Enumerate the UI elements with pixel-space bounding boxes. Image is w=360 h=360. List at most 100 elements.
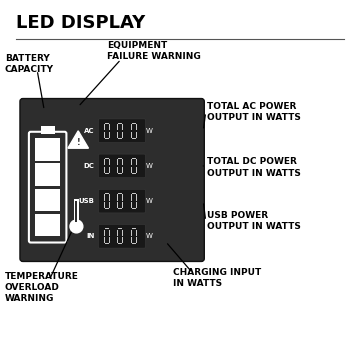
Text: LED DISPLAY: LED DISPLAY bbox=[16, 14, 145, 32]
Bar bbox=[117, 167, 118, 173]
Bar bbox=[118, 193, 122, 194]
Bar bbox=[122, 230, 123, 236]
Bar bbox=[122, 202, 123, 208]
Bar bbox=[109, 237, 110, 243]
Text: !: ! bbox=[76, 139, 80, 148]
Bar bbox=[132, 228, 135, 229]
Bar bbox=[117, 202, 118, 208]
Bar bbox=[135, 132, 136, 138]
Bar bbox=[118, 138, 122, 139]
Polygon shape bbox=[68, 131, 89, 148]
Bar bbox=[117, 124, 118, 130]
Bar bbox=[117, 237, 118, 243]
Bar bbox=[132, 193, 135, 194]
FancyBboxPatch shape bbox=[99, 154, 145, 178]
Bar bbox=[109, 124, 110, 130]
Bar bbox=[109, 194, 110, 201]
Bar bbox=[135, 159, 136, 165]
Bar bbox=[104, 167, 105, 173]
Bar bbox=[105, 193, 109, 194]
Text: EQUIPMENT
FAILURE WARNING: EQUIPMENT FAILURE WARNING bbox=[107, 41, 201, 61]
Bar bbox=[105, 173, 109, 174]
Bar bbox=[117, 159, 118, 165]
Bar bbox=[122, 159, 123, 165]
Bar bbox=[131, 230, 132, 236]
Bar bbox=[135, 202, 136, 208]
Bar bbox=[118, 208, 122, 209]
Bar bbox=[105, 208, 109, 209]
Bar bbox=[117, 132, 118, 138]
Bar bbox=[122, 132, 123, 138]
Bar bbox=[131, 159, 132, 165]
Bar bbox=[105, 228, 109, 229]
Bar bbox=[105, 243, 109, 244]
Bar bbox=[104, 132, 105, 138]
Bar bbox=[104, 230, 105, 236]
Bar bbox=[135, 167, 136, 173]
Bar bbox=[35, 138, 60, 161]
Bar bbox=[109, 167, 110, 173]
Bar bbox=[131, 124, 132, 130]
Bar bbox=[122, 194, 123, 201]
Text: IN: IN bbox=[86, 233, 94, 239]
Bar bbox=[105, 122, 109, 123]
Bar bbox=[74, 199, 78, 222]
Bar bbox=[122, 237, 123, 243]
Bar bbox=[118, 173, 122, 174]
Bar bbox=[104, 159, 105, 165]
Bar bbox=[131, 202, 132, 208]
Text: USB POWER
OUTPUT IN WATTS: USB POWER OUTPUT IN WATTS bbox=[207, 211, 301, 231]
Bar bbox=[104, 237, 105, 243]
Bar bbox=[118, 243, 122, 244]
Bar bbox=[35, 163, 60, 186]
Bar bbox=[131, 237, 132, 243]
Bar bbox=[104, 194, 105, 201]
Bar bbox=[122, 124, 123, 130]
Bar bbox=[104, 202, 105, 208]
Text: BATTERY
CAPACITY: BATTERY CAPACITY bbox=[5, 54, 54, 74]
Bar bbox=[117, 230, 118, 236]
Bar bbox=[132, 243, 135, 244]
Bar bbox=[118, 158, 122, 159]
Text: W: W bbox=[146, 163, 153, 169]
FancyBboxPatch shape bbox=[99, 225, 145, 248]
Bar bbox=[132, 122, 135, 123]
Text: W: W bbox=[146, 198, 153, 204]
Bar bbox=[35, 189, 60, 211]
Bar bbox=[105, 138, 109, 139]
Text: CHARGING INPUT
IN WATTS: CHARGING INPUT IN WATTS bbox=[173, 268, 261, 288]
Bar bbox=[35, 214, 60, 236]
Text: DC: DC bbox=[84, 163, 94, 169]
FancyBboxPatch shape bbox=[99, 119, 145, 143]
Bar bbox=[135, 237, 136, 243]
Bar bbox=[118, 122, 122, 123]
Bar bbox=[131, 132, 132, 138]
FancyBboxPatch shape bbox=[99, 189, 145, 213]
Bar bbox=[109, 230, 110, 236]
Bar bbox=[132, 173, 135, 174]
Text: TEMPERATURE
OVERLOAD
WARNING: TEMPERATURE OVERLOAD WARNING bbox=[5, 271, 79, 303]
Text: AC: AC bbox=[84, 128, 94, 134]
Bar bbox=[131, 167, 132, 173]
Bar bbox=[105, 158, 109, 159]
Circle shape bbox=[70, 220, 83, 233]
Text: USB: USB bbox=[78, 198, 94, 204]
Text: TOTAL DC POWER
OUTPUT IN WATTS: TOTAL DC POWER OUTPUT IN WATTS bbox=[207, 157, 301, 177]
Bar bbox=[109, 159, 110, 165]
Bar bbox=[109, 132, 110, 138]
Bar bbox=[122, 167, 123, 173]
Bar bbox=[132, 138, 135, 139]
Text: W: W bbox=[146, 233, 153, 239]
Bar bbox=[109, 202, 110, 208]
Bar bbox=[41, 126, 55, 134]
Bar bbox=[104, 124, 105, 130]
Bar bbox=[132, 208, 135, 209]
Text: TOTAL AC POWER
OUTPUT IN WATTS: TOTAL AC POWER OUTPUT IN WATTS bbox=[207, 102, 301, 122]
Bar bbox=[132, 158, 135, 159]
Text: W: W bbox=[146, 128, 153, 134]
Bar bbox=[75, 201, 77, 222]
Bar bbox=[135, 124, 136, 130]
FancyBboxPatch shape bbox=[20, 99, 204, 261]
Bar bbox=[135, 194, 136, 201]
Bar bbox=[117, 194, 118, 201]
